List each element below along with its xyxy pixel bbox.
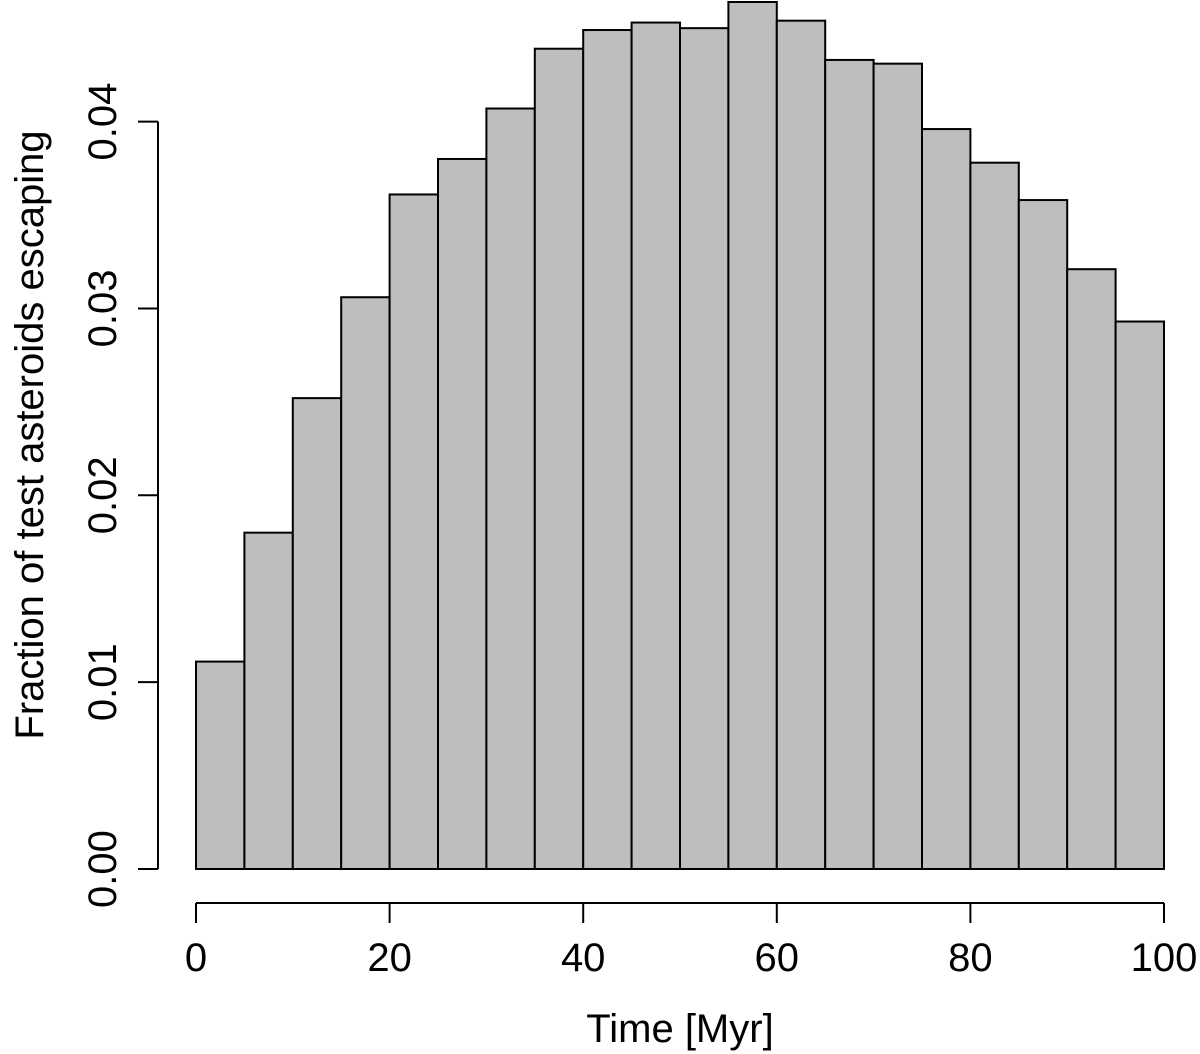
x-tick-label: 60 <box>755 936 800 980</box>
y-tick-label: 0.02 <box>81 456 125 534</box>
histogram-bar <box>921 128 972 870</box>
histogram-bar <box>195 660 246 870</box>
histogram-bar <box>485 107 536 870</box>
histogram-bar <box>775 19 827 870</box>
histogram-bar <box>824 58 875 871</box>
histogram-bar <box>872 62 923 871</box>
x-tick-label: 80 <box>948 936 993 980</box>
y-tick-label: 0.01 <box>81 643 125 721</box>
x-tick-label: 0 <box>185 936 207 980</box>
histogram-bar <box>291 397 343 870</box>
histogram-bar <box>1114 320 1165 870</box>
histogram-bar <box>727 1 778 870</box>
x-tick-label: 20 <box>367 936 412 980</box>
y-tick-label: 0.03 <box>81 270 125 348</box>
histogram-bar <box>1066 268 1117 870</box>
histogram-bar <box>243 531 294 871</box>
y-tick-label: 0.00 <box>81 830 125 908</box>
histogram-bar <box>437 157 488 870</box>
y-axis-title: Fraction of test asteroids escaping <box>8 130 52 739</box>
x-tick-label: 100 <box>1131 936 1198 980</box>
histogram-bars <box>195 1 1165 871</box>
histogram-bar <box>630 21 681 870</box>
x-axis: 0 20 40 60 80 100 <box>185 902 1198 980</box>
y-tick-label: 0.04 <box>81 83 125 161</box>
histogram-bar <box>388 193 440 870</box>
histogram-bar <box>679 27 730 870</box>
y-axis: 0.00 0.01 0.02 0.03 0.04 <box>81 83 159 908</box>
x-tick-label: 40 <box>561 936 606 980</box>
x-axis-title: Time [Myr] <box>586 1007 773 1051</box>
histogram-bar <box>582 29 633 871</box>
histogram-bar <box>1017 199 1069 871</box>
histogram-bar <box>969 161 1020 870</box>
histogram-bar <box>340 296 391 870</box>
histogram-bar <box>533 47 585 870</box>
